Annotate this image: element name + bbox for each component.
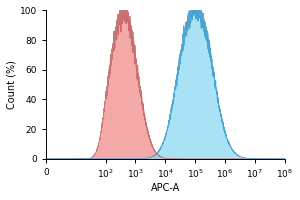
Y-axis label: Count (%): Count (%) xyxy=(7,60,17,109)
X-axis label: APC-A: APC-A xyxy=(151,183,180,193)
